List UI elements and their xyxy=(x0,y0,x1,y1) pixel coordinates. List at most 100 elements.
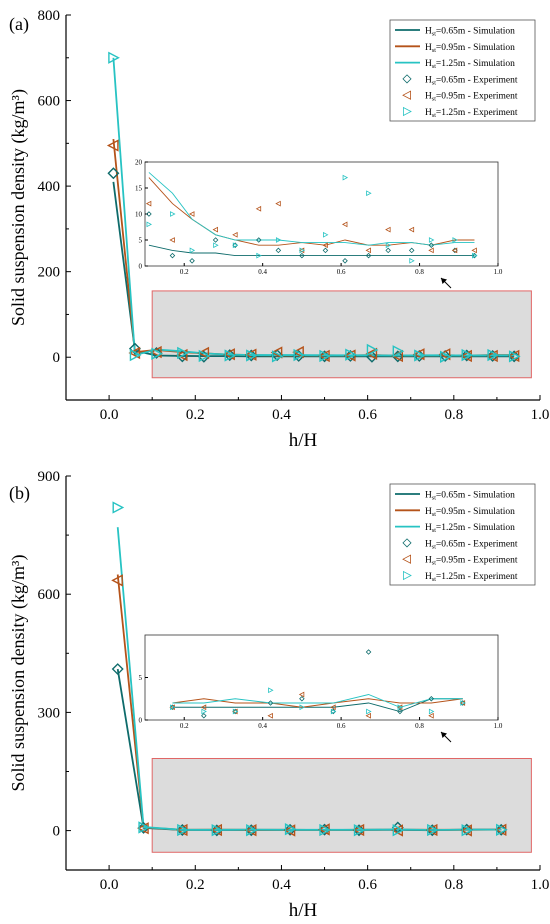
inset-data-point-marker xyxy=(342,258,348,264)
x-tick-label: 0.6 xyxy=(358,407,377,423)
inset-data-point-marker xyxy=(428,247,434,254)
inset-y-tick-label: 15 xyxy=(135,185,143,193)
legend-entry-label: Hst=0.65m - Simulation xyxy=(425,27,515,38)
data-point-marker xyxy=(271,350,284,363)
inset-data-point-marker xyxy=(232,708,239,715)
inset-y-tick-label: 5 xyxy=(139,674,143,682)
inset-data-point-marker xyxy=(365,712,371,719)
x-axis-label: h/H xyxy=(289,900,318,921)
zoom-region-box xyxy=(151,290,532,379)
data-point-marker xyxy=(111,574,123,587)
inset-data-point-marker xyxy=(298,691,305,698)
data-point-marker xyxy=(177,823,189,837)
x-tick-label: 0.4 xyxy=(272,407,291,423)
inset-data-point-marker xyxy=(408,226,415,233)
inset-data-point-marker xyxy=(342,174,349,181)
data-point-marker xyxy=(345,348,357,361)
data-point-marker xyxy=(392,345,405,358)
inset-data-point-marker xyxy=(299,704,305,711)
inset-data-point-marker xyxy=(267,700,274,706)
y-tick-label: 200 xyxy=(38,265,61,281)
x-axis-label: h/H xyxy=(289,430,318,451)
inset-data-point-marker xyxy=(200,704,207,711)
y-tick-label: 400 xyxy=(38,179,61,195)
inset-data-point-marker xyxy=(275,247,282,254)
inset-data-point-marker xyxy=(428,712,434,719)
y-tick-label: 300 xyxy=(38,705,61,721)
inset-y-tick-label: 0 xyxy=(139,717,143,725)
x-tick-label: 0.8 xyxy=(444,407,463,423)
inset-data-point-marker xyxy=(365,649,372,655)
inset-data-point-marker xyxy=(341,221,348,228)
inset-x-tick-label: 0.2 xyxy=(180,722,189,730)
data-point-marker xyxy=(353,824,366,837)
inset-x-tick-label: 0.8 xyxy=(415,268,424,276)
inset-x-tick-label: 1.0 xyxy=(494,722,503,730)
x-tick-label: 0.2 xyxy=(186,877,205,893)
inset-data-point-marker xyxy=(323,231,329,238)
data-point-marker xyxy=(128,342,141,355)
inset-data-point-marker xyxy=(232,231,238,238)
inset-data-point-marker xyxy=(322,247,329,254)
inset-data-point-marker xyxy=(268,687,274,694)
data-point-marker xyxy=(198,349,211,363)
legend-entry-label: Hst=0.65m - Experiment xyxy=(425,75,518,86)
legend-entry-label: Hst=0.95m - Simulation xyxy=(425,507,515,518)
inset-data-point-marker xyxy=(146,211,152,217)
inset-data-point-marker xyxy=(255,205,262,212)
inset-data-point-marker xyxy=(366,708,372,715)
inset-y-tick-label: 5 xyxy=(139,237,143,245)
data-point-marker xyxy=(319,349,332,363)
data-point-marker xyxy=(365,347,378,360)
zoom-arrow-head xyxy=(441,278,447,284)
inset-data-point-marker xyxy=(169,237,175,243)
legend-entry-label: Hst=0.95m - Experiment xyxy=(425,556,518,567)
panel-label: (a) xyxy=(9,14,29,35)
legend-marker-swatch xyxy=(402,74,412,84)
chart-panel-b: 0 300 600 900 0.0 0.2 0.4 0.6 0.8 1.0 h/H Solid sus… xyxy=(8,469,549,921)
data-point-marker xyxy=(293,348,306,362)
x-tick-label: 0.0 xyxy=(100,877,119,893)
y-axis-label: Solid suspension density (kg/m³) xyxy=(8,555,29,792)
legend: Hst=0.65m - Simulation Hst=0.95m - Simula… xyxy=(389,483,536,586)
data-point-marker xyxy=(461,824,474,837)
inset-data-point-marker xyxy=(299,695,305,702)
data-point-marker xyxy=(412,348,425,361)
data-point-marker xyxy=(111,663,124,676)
y-tick-label: 0 xyxy=(53,350,61,366)
inset-data-point-marker xyxy=(451,247,458,254)
inset-series-line-1 xyxy=(148,244,475,257)
legend-marker-swatch xyxy=(402,90,412,100)
data-point-marker xyxy=(246,824,258,837)
data-point-marker xyxy=(108,51,120,64)
inset-x-tick-label: 0.8 xyxy=(415,722,424,730)
data-point-marker xyxy=(496,823,508,836)
data-point-marker xyxy=(292,345,304,359)
data-point-marker xyxy=(283,824,296,837)
data-point-marker xyxy=(107,167,120,180)
y-tick-label: 800 xyxy=(38,8,61,24)
inset-data-point-marker xyxy=(330,704,336,711)
y-tick-label: 0 xyxy=(53,824,61,840)
data-point-marker xyxy=(197,346,210,360)
x-tick-label: 0.0 xyxy=(100,407,119,423)
inset-chart: 0 5 0.2 0.4 0.6 0.8 1.0 xyxy=(139,634,503,730)
legend-entry-label: Hst=0.95m - Experiment xyxy=(425,92,518,103)
inset-data-point-marker xyxy=(212,237,219,243)
data-point-marker xyxy=(427,823,439,837)
inset-data-point-marker xyxy=(267,712,273,719)
data-point-marker xyxy=(151,347,163,360)
inset-data-point-marker xyxy=(471,247,477,254)
data-point-marker xyxy=(460,823,473,836)
inset-chart: 0 5 10 15 20 0.2 0.4 0.6 0.8 1.0 xyxy=(135,159,503,277)
data-point-marker xyxy=(414,349,426,362)
inset-y-tick-label: 20 xyxy=(135,159,143,167)
inset-data-point-marker xyxy=(428,242,435,248)
inset-data-point-marker xyxy=(460,700,466,706)
inset-x-tick-label: 0.4 xyxy=(258,268,267,276)
legend-entry-label: Hst=0.95m - Simulation xyxy=(425,43,515,54)
data-point-marker xyxy=(175,348,188,362)
data-point-marker xyxy=(106,139,119,152)
inset-x-tick-label: 0.6 xyxy=(337,722,346,730)
